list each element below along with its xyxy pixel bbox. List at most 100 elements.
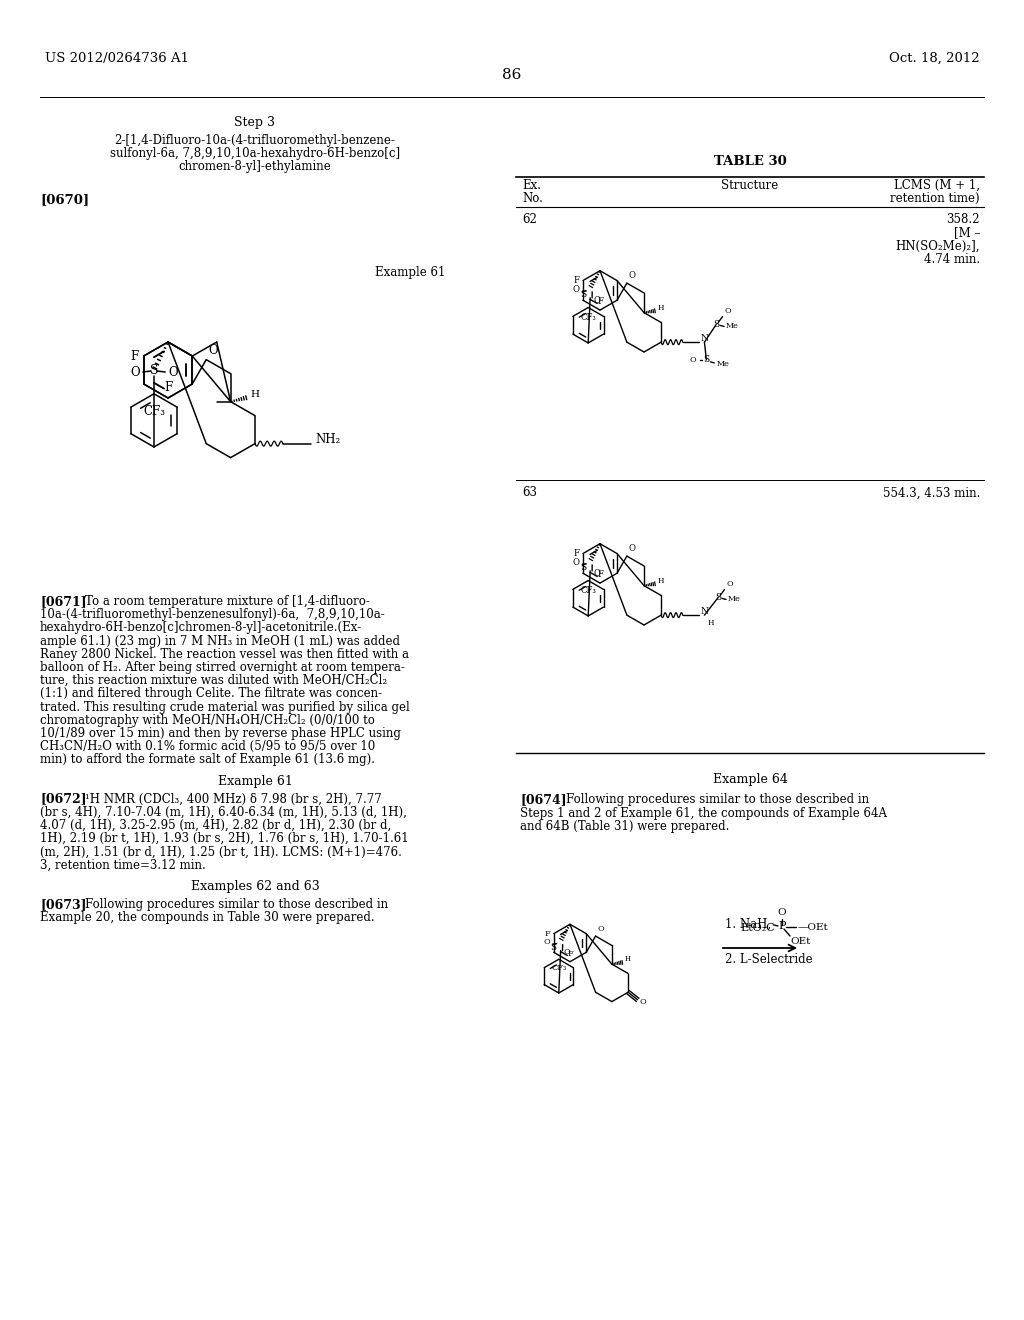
Text: NH₂: NH₂	[315, 433, 340, 446]
Text: HN(SO₂Me)₂],: HN(SO₂Me)₂],	[896, 240, 980, 253]
Text: 63: 63	[522, 486, 537, 499]
Text: CF₃: CF₃	[581, 313, 596, 322]
Text: [0671]: [0671]	[40, 595, 87, 609]
Text: 86: 86	[503, 69, 521, 82]
Text: O: O	[208, 343, 218, 356]
Text: ample 61.1) (23 mg) in 7 M NH₃ in MeOH (1 mL) was added: ample 61.1) (23 mg) in 7 M NH₃ in MeOH (…	[40, 635, 400, 648]
Text: Step 3: Step 3	[234, 116, 275, 129]
Text: O: O	[130, 366, 140, 379]
Text: O: O	[777, 908, 786, 917]
Text: O: O	[629, 271, 636, 280]
Text: Following procedures similar to those described in: Following procedures similar to those de…	[85, 898, 388, 911]
Text: 4.07 (d, 1H), 3.25-2.95 (m, 4H), 2.82 (br d, 1H), 2.30 (br d,: 4.07 (d, 1H), 3.25-2.95 (m, 4H), 2.82 (b…	[40, 818, 391, 832]
Text: Example 61: Example 61	[217, 775, 293, 788]
Text: O: O	[690, 356, 696, 364]
Text: [0672]: [0672]	[40, 792, 87, 805]
Text: Examples 62 and 63: Examples 62 and 63	[190, 880, 319, 892]
Text: Example 64: Example 64	[713, 774, 787, 787]
Text: O: O	[168, 366, 177, 379]
Text: H: H	[657, 304, 665, 312]
Text: 10a-(4-trifluoromethyl-benzenesulfonyl)-6a,  7,8,9,10,10a-: 10a-(4-trifluoromethyl-benzenesulfonyl)-…	[40, 609, 385, 622]
Text: Raney 2800 Nickel. The reaction vessel was then fitted with a: Raney 2800 Nickel. The reaction vessel w…	[40, 648, 409, 661]
Text: O: O	[563, 948, 570, 956]
Text: S: S	[580, 562, 586, 572]
Text: O: O	[544, 939, 550, 946]
Text: chromatography with MeOH/NH₄OH/CH₂Cl₂ (0/0/100 to: chromatography with MeOH/NH₄OH/CH₂Cl₂ (0…	[40, 714, 375, 727]
Text: trated. This resulting crude material was purified by silica gel: trated. This resulting crude material wa…	[40, 701, 410, 714]
Text: S: S	[703, 355, 710, 364]
Text: (br s, 4H), 7.10-7.04 (m, 1H), 6.40-6.34 (m, 1H), 5.13 (d, 1H),: (br s, 4H), 7.10-7.04 (m, 1H), 6.40-6.34…	[40, 805, 407, 818]
Text: H: H	[625, 956, 631, 964]
Text: Me: Me	[728, 595, 741, 603]
Text: F: F	[597, 297, 603, 306]
Text: sulfonyl-6a, 7,8,9,10,10a-hexahydro-6H-benzo[c]: sulfonyl-6a, 7,8,9,10,10a-hexahydro-6H-b…	[110, 148, 400, 160]
Text: Following procedures similar to those described in: Following procedures similar to those de…	[566, 793, 869, 807]
Text: retention time): retention time)	[891, 193, 980, 205]
Text: S: S	[551, 942, 557, 952]
Text: O: O	[629, 544, 636, 553]
Text: and 64B (Table 31) were prepared.: and 64B (Table 31) were prepared.	[520, 820, 729, 833]
Text: F: F	[164, 380, 172, 393]
Text: balloon of H₂. After being stirred overnight at room tempera-: balloon of H₂. After being stirred overn…	[40, 661, 404, 675]
Text: O: O	[726, 579, 733, 587]
Text: CH₃CN/H₂O with 0.1% formic acid (5/95 to 95/5 over 10: CH₃CN/H₂O with 0.1% formic acid (5/95 to…	[40, 741, 375, 754]
Text: No.: No.	[522, 193, 543, 205]
Text: F: F	[130, 350, 138, 363]
Text: H: H	[251, 389, 259, 399]
Text: CF₃: CF₃	[581, 586, 596, 594]
Text: 62: 62	[522, 214, 537, 227]
Text: ture, this reaction mixture was diluted with MeOH/CH₂Cl₂: ture, this reaction mixture was diluted …	[40, 675, 387, 688]
Text: [0670]: [0670]	[40, 193, 89, 206]
Text: US 2012/0264736 A1: US 2012/0264736 A1	[45, 51, 189, 65]
Text: Steps 1 and 2 of Example 61, the compounds of Example 64A: Steps 1 and 2 of Example 61, the compoun…	[520, 807, 887, 820]
Text: 358.2: 358.2	[946, 214, 980, 227]
Text: Ex.: Ex.	[522, 180, 541, 191]
Text: 4.74 min.: 4.74 min.	[924, 253, 980, 267]
Text: O: O	[639, 998, 646, 1006]
Text: (1:1) and filtered through Celite. The filtrate was concen-: (1:1) and filtered through Celite. The f…	[40, 688, 382, 701]
Text: 3, retention time=3.12 min.: 3, retention time=3.12 min.	[40, 858, 206, 871]
Text: Me: Me	[726, 322, 739, 330]
Text: O: O	[572, 285, 580, 294]
Text: LCMS (M + 1,: LCMS (M + 1,	[894, 180, 980, 191]
Text: O: O	[724, 306, 731, 314]
Text: S: S	[580, 290, 586, 298]
Text: 554.3, 4.53 min.: 554.3, 4.53 min.	[883, 486, 980, 499]
Text: CF₃: CF₃	[551, 965, 566, 973]
Text: (m, 2H), 1.51 (br d, 1H), 1.25 (br t, 1H). LCMS: (M+1)=476.: (m, 2H), 1.51 (br d, 1H), 1.25 (br t, 1H…	[40, 845, 401, 858]
Text: O: O	[572, 558, 580, 568]
Text: Example 61: Example 61	[375, 267, 445, 279]
Text: S: S	[715, 593, 721, 602]
Text: Me: Me	[716, 360, 729, 368]
Text: 10/1/89 over 15 min) and then by reverse phase HPLC using: 10/1/89 over 15 min) and then by reverse…	[40, 727, 400, 741]
Text: [0673]: [0673]	[40, 898, 86, 911]
Text: 2-[1,4-Difluoro-10a-(4-trifluoromethyl-benzene-: 2-[1,4-Difluoro-10a-(4-trifluoromethyl-b…	[115, 135, 395, 147]
Text: H: H	[657, 577, 665, 585]
Text: H: H	[708, 619, 714, 627]
Text: Oct. 18, 2012: Oct. 18, 2012	[890, 51, 980, 65]
Text: 2. L-Selectride: 2. L-Selectride	[725, 953, 813, 966]
Text: 1. NaH,: 1. NaH,	[725, 917, 771, 931]
Text: F: F	[573, 549, 579, 558]
Text: CF₃: CF₃	[143, 405, 165, 418]
Text: Example 20, the compounds in Table 30 were prepared.: Example 20, the compounds in Table 30 we…	[40, 911, 375, 924]
Text: TABLE 30: TABLE 30	[714, 154, 786, 168]
Text: N: N	[700, 607, 709, 615]
Text: [0674]: [0674]	[520, 793, 566, 807]
Text: chromen-8-yl]-ethylamine: chromen-8-yl]-ethylamine	[178, 161, 332, 173]
Text: To a room temperature mixture of [1,4-difluoro-: To a room temperature mixture of [1,4-di…	[85, 595, 370, 609]
Text: O: O	[598, 925, 604, 933]
Text: min) to afford the formate salt of Example 61 (13.6 mg).: min) to afford the formate salt of Examp…	[40, 754, 375, 767]
Text: S: S	[150, 363, 159, 376]
Text: N: N	[700, 334, 709, 343]
Text: hexahydro-6H-benzo[c]chromen-8-yl]-acetonitrile.(Ex-: hexahydro-6H-benzo[c]chromen-8-yl]-aceto…	[40, 622, 362, 635]
Text: F: F	[573, 276, 579, 285]
Text: —OEt: —OEt	[798, 923, 828, 932]
Text: OEt: OEt	[790, 937, 810, 946]
Text: F: F	[545, 929, 550, 937]
Text: F: F	[567, 950, 572, 958]
Text: P: P	[778, 921, 785, 931]
Text: [M –: [M –	[953, 227, 980, 240]
Text: EtO₂C: EtO₂C	[740, 923, 774, 933]
Text: Structure: Structure	[721, 180, 778, 191]
